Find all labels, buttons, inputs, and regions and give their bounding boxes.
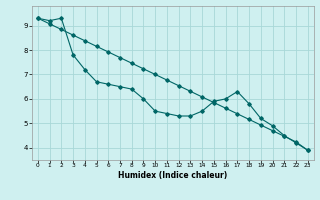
X-axis label: Humidex (Indice chaleur): Humidex (Indice chaleur) [118,171,228,180]
